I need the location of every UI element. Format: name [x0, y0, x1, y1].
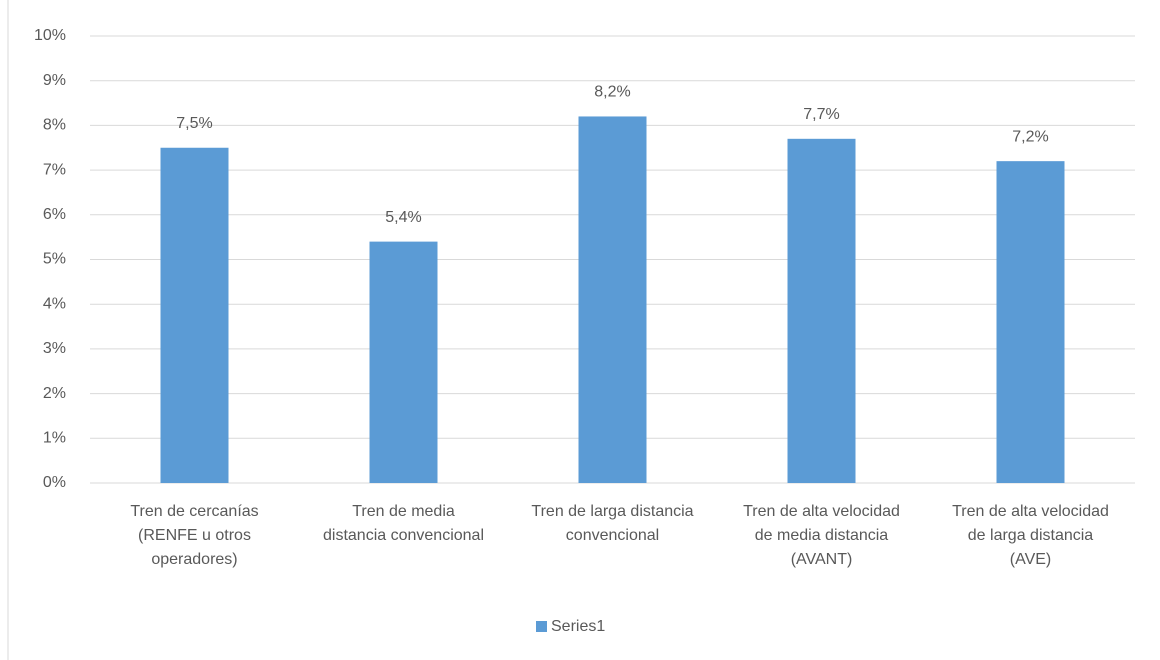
data-label: 7,2%	[1012, 128, 1048, 145]
y-tick-label: 7%	[43, 161, 66, 178]
y-tick-label: 2%	[43, 385, 66, 402]
y-tick-label: 6%	[43, 206, 66, 223]
y-tick-label: 10%	[34, 27, 66, 44]
legend-label: Series1	[551, 618, 605, 635]
bar	[578, 116, 647, 484]
x-tick-label: Tren de cercanías (RENFE u otros operado…	[130, 503, 259, 568]
x-tick-label: Tren de larga distancia convencional	[531, 503, 694, 544]
x-tick-label: Tren de alta velocidad de media distanci…	[743, 503, 900, 568]
x-tick-label: Tren de media distancia convencional	[323, 503, 484, 544]
data-label: 8,2%	[594, 84, 630, 101]
y-tick-label: 0%	[43, 474, 66, 491]
y-tick-label: 3%	[43, 340, 66, 357]
data-label: 7,5%	[176, 115, 212, 132]
bar	[369, 241, 438, 483]
y-tick-label: 8%	[43, 117, 66, 134]
y-tick-label: 5%	[43, 251, 66, 268]
bar	[787, 138, 856, 483]
bar	[160, 147, 229, 483]
y-tick-label: 1%	[43, 430, 66, 447]
y-tick-label: 9%	[43, 72, 66, 89]
chart-frame	[7, 0, 9, 660]
data-label: 7,7%	[803, 106, 839, 123]
legend-swatch	[536, 621, 547, 632]
data-label: 5,4%	[385, 209, 421, 226]
bar	[996, 161, 1065, 483]
y-tick-label: 4%	[43, 295, 66, 312]
x-tick-label: Tren de alta velocidad de larga distanci…	[952, 503, 1109, 568]
